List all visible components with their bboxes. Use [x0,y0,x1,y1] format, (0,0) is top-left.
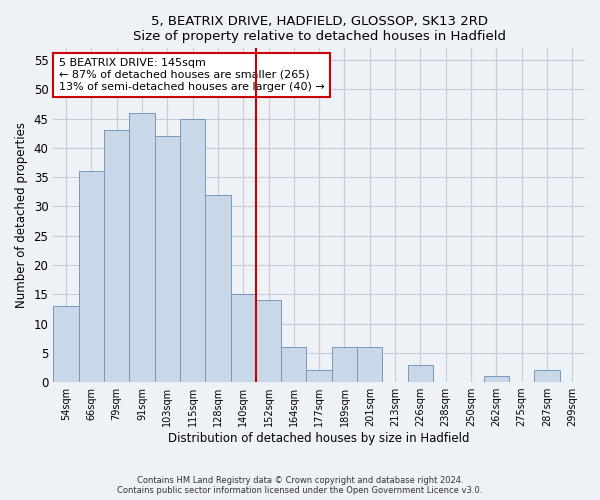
Bar [155,136,180,382]
X-axis label: Distribution of detached houses by size in Hadfield: Distribution of detached houses by size … [169,432,470,445]
Bar [535,370,560,382]
Text: Contains HM Land Registry data © Crown copyright and database right 2024.
Contai: Contains HM Land Registry data © Crown c… [118,476,482,495]
Title: 5, BEATRIX DRIVE, HADFIELD, GLOSSOP, SK13 2RD
Size of property relative to detac: 5, BEATRIX DRIVE, HADFIELD, GLOSSOP, SK1… [133,15,506,43]
Bar [230,294,256,382]
Bar [79,172,104,382]
Bar [307,370,332,382]
Bar [129,112,155,382]
Bar [408,364,433,382]
Y-axis label: Number of detached properties: Number of detached properties [15,122,28,308]
Bar [180,118,205,382]
Bar [104,130,129,382]
Bar [332,347,357,382]
Bar [484,376,509,382]
Bar [357,347,382,382]
Bar [205,194,230,382]
Text: 5 BEATRIX DRIVE: 145sqm
← 87% of detached houses are smaller (265)
13% of semi-d: 5 BEATRIX DRIVE: 145sqm ← 87% of detache… [59,58,325,92]
Bar [256,300,281,382]
Bar [281,347,307,382]
Bar [53,306,79,382]
